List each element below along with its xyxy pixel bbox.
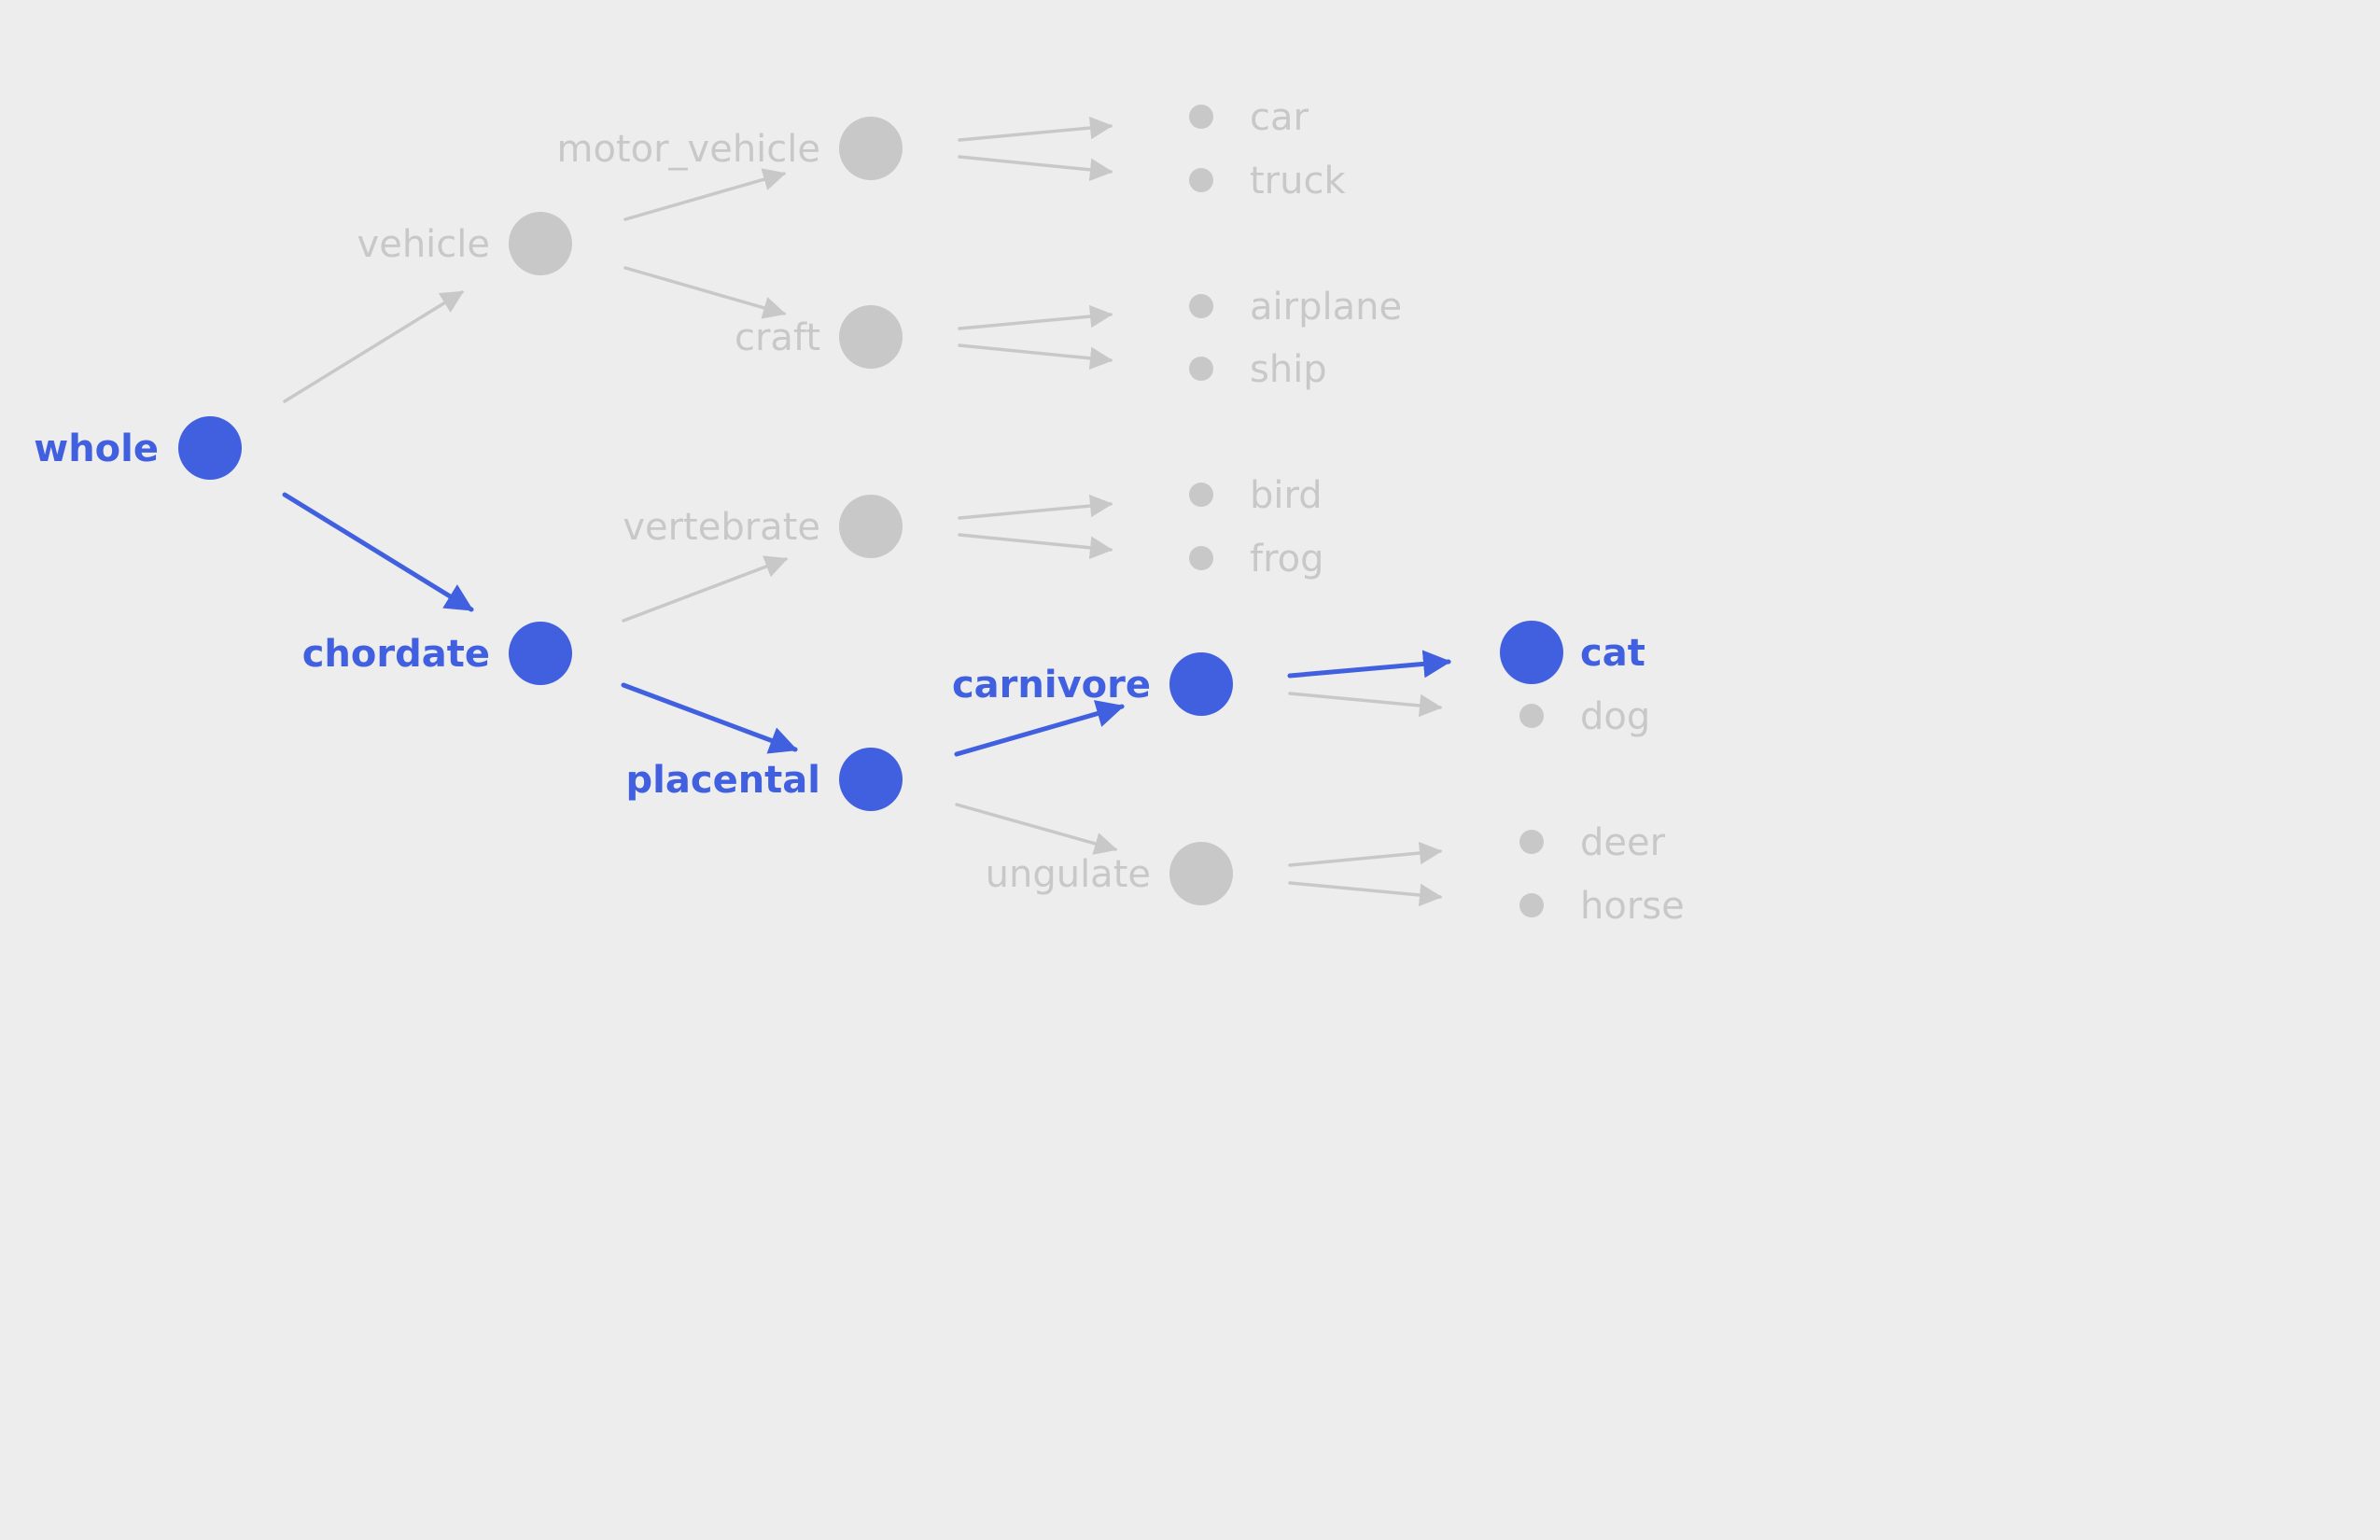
node-vertebrate: vertebrate <box>623 495 903 558</box>
edge-vertebrate-frog <box>958 533 1113 560</box>
node-craft-label: craft <box>735 316 820 359</box>
leaf-car-dot <box>1189 105 1213 129</box>
node-carnivore-label: carnivore <box>952 664 1151 707</box>
leaf-airplane-dot <box>1189 294 1213 318</box>
node-vehicle: vehicle <box>357 212 572 275</box>
node-vehicle-label: vehicle <box>357 223 490 266</box>
node-whole-dot <box>178 416 242 480</box>
node-placental-dot <box>839 748 903 811</box>
edge-chordate-vertebrate <box>622 555 789 623</box>
edge-vehicle-motor-vehicle <box>623 168 787 221</box>
edge-whole-vehicle <box>283 290 465 403</box>
node-carnivore: carnivore <box>952 652 1233 716</box>
leaves: car truck airplane ship bird frog cat d <box>1189 96 1685 928</box>
node-vertebrate-dot <box>839 495 903 558</box>
edge-ungulate-deer <box>1288 841 1443 867</box>
leaf-cat: cat <box>1500 621 1645 684</box>
edge-motor-vehicle-car <box>958 116 1113 142</box>
node-chordate: chordate <box>302 622 572 685</box>
edge-motor-vehicle-truck <box>958 155 1113 182</box>
edge-placental-carnivore <box>954 700 1125 757</box>
nodes: whole vehicle chordate motor_vehicle cra… <box>34 117 1233 905</box>
node-ungulate-dot <box>1169 842 1233 905</box>
edge-placental-ungulate <box>955 803 1118 855</box>
leaf-horse-dot <box>1519 893 1544 917</box>
leaf-bird-label: bird <box>1250 474 1323 517</box>
edge-vertebrate-bird <box>958 494 1113 520</box>
leaf-bird: bird <box>1189 474 1323 517</box>
node-motor-vehicle: motor_vehicle <box>557 117 903 180</box>
leaf-airplane-label: airplane <box>1250 286 1402 329</box>
edges <box>282 116 1451 907</box>
leaf-cat-dot <box>1500 621 1563 684</box>
leaf-deer: deer <box>1519 821 1666 864</box>
node-craft-dot <box>839 305 903 369</box>
node-motor-vehicle-label: motor_vehicle <box>557 128 821 171</box>
leaf-deer-dot <box>1519 830 1544 854</box>
edge-craft-ship <box>958 343 1113 371</box>
edge-carnivore-dog <box>1288 692 1443 718</box>
leaf-truck: truck <box>1189 160 1346 203</box>
leaf-car-label: car <box>1250 96 1309 139</box>
node-chordate-dot <box>509 622 572 685</box>
leaf-ship-dot <box>1189 357 1213 381</box>
leaf-frog: frog <box>1189 538 1324 581</box>
edge-ungulate-horse <box>1288 881 1443 907</box>
leaf-dog-dot <box>1519 704 1544 728</box>
leaf-deer-label: deer <box>1580 821 1666 864</box>
edge-chordate-placental <box>621 682 798 754</box>
leaf-frog-dot <box>1189 546 1213 570</box>
node-chordate-label: chordate <box>302 633 490 676</box>
node-placental: placental <box>626 748 903 811</box>
leaf-airplane: airplane <box>1189 286 1402 329</box>
leaf-dog: dog <box>1519 695 1650 738</box>
edge-carnivore-cat <box>1287 650 1451 679</box>
node-ungulate: ungulate <box>986 842 1233 905</box>
node-craft: craft <box>735 305 903 369</box>
node-vertebrate-label: vertebrate <box>623 506 820 549</box>
edge-whole-chordate <box>282 492 474 612</box>
leaf-horse-label: horse <box>1580 885 1685 928</box>
node-vehicle-dot <box>509 212 572 275</box>
node-motor-vehicle-dot <box>839 117 903 180</box>
node-ungulate-label: ungulate <box>986 853 1151 896</box>
leaf-cat-label: cat <box>1580 632 1645 675</box>
leaf-dog-label: dog <box>1580 695 1650 738</box>
leaf-truck-label: truck <box>1250 160 1346 203</box>
leaf-horse: horse <box>1519 885 1685 928</box>
node-carnivore-dot <box>1169 652 1233 716</box>
leaf-frog-label: frog <box>1250 538 1324 581</box>
node-whole-label: whole <box>34 427 159 470</box>
node-placental-label: placental <box>626 759 820 802</box>
leaf-ship: ship <box>1189 348 1327 391</box>
leaf-car: car <box>1189 96 1309 139</box>
leaf-ship-label: ship <box>1250 348 1327 391</box>
edge-vehicle-craft <box>623 266 787 319</box>
leaf-bird-dot <box>1189 483 1213 507</box>
node-whole: whole <box>34 416 242 480</box>
edge-craft-airplane <box>958 304 1113 330</box>
leaf-truck-dot <box>1189 168 1213 192</box>
